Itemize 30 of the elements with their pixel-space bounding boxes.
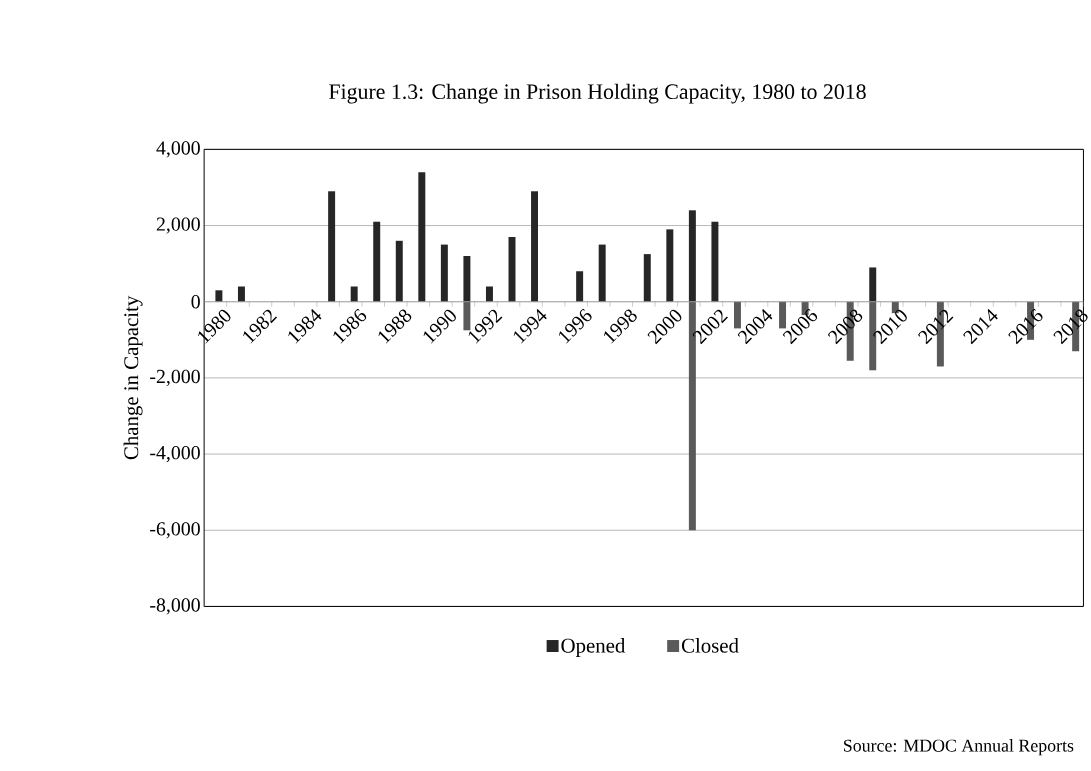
bar xyxy=(418,172,426,302)
bar xyxy=(350,286,358,302)
y-tick-label: -2,000 xyxy=(150,369,200,387)
legend-label: Opened xyxy=(561,638,626,658)
bar xyxy=(643,254,651,302)
y-axis-title: Change in Capacity xyxy=(123,295,143,460)
y-tick-label: 0 xyxy=(191,295,200,309)
y-tick-label: -6,000 xyxy=(150,522,200,539)
bar xyxy=(328,191,336,302)
bar xyxy=(688,210,696,302)
bar xyxy=(485,286,493,302)
bar xyxy=(666,229,674,302)
bar xyxy=(215,290,223,302)
bar xyxy=(373,221,381,302)
y-tick-label: -8,000 xyxy=(150,598,200,615)
bar xyxy=(463,256,471,302)
source-note: Source: MDOC Annual Reports xyxy=(844,739,1074,756)
bar xyxy=(395,240,403,302)
bar xyxy=(711,221,719,302)
legend-label: Closed xyxy=(681,638,739,653)
y-tick-label: 2,000 xyxy=(156,217,200,234)
bar xyxy=(237,286,245,302)
bar xyxy=(869,267,877,302)
chart-title: Figure 1.3: Change in Prison Holding Capacity, 1980 to 2018 xyxy=(329,83,866,104)
bar xyxy=(576,271,584,302)
y-tick-label: 4,000 xyxy=(156,141,200,158)
y-tick-label: -4,000 xyxy=(150,446,200,463)
bar xyxy=(598,244,606,302)
bar xyxy=(531,191,539,302)
bar xyxy=(440,244,448,302)
